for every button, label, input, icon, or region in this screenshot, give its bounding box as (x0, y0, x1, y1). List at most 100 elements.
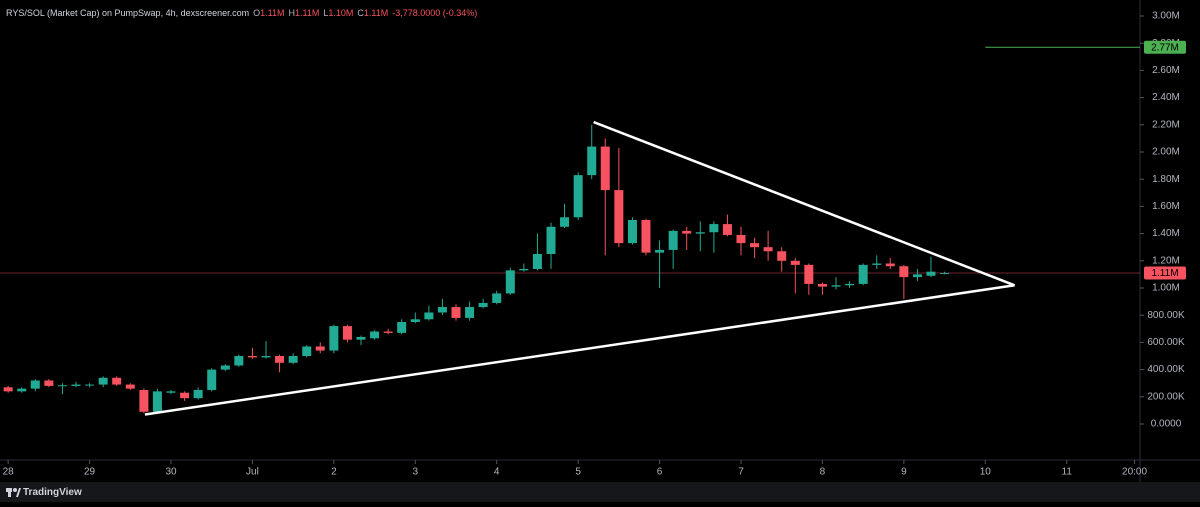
candle-body (641, 219, 651, 253)
candle-body (152, 391, 162, 412)
price-label-box (1144, 266, 1186, 280)
x-tick-label: 8 (820, 467, 826, 478)
candle-body (44, 380, 54, 386)
x-tick-label: 30 (165, 467, 177, 478)
y-tick-label: 3.00M (1152, 11, 1180, 22)
candle-body (3, 387, 13, 392)
candle-body (722, 224, 732, 235)
candle-body (885, 263, 895, 267)
price-label: 1.11M (1151, 268, 1178, 279)
y-tick-label: 0.0000 (1151, 419, 1182, 430)
candle-body (845, 283, 855, 286)
x-tick-label: 10 (980, 467, 992, 478)
candle-body (790, 260, 800, 265)
candle-body (220, 365, 230, 370)
candle-body (736, 234, 746, 244)
candle-body (465, 307, 475, 318)
candle-body (288, 355, 298, 363)
candle-body (125, 384, 135, 389)
candle-body (478, 302, 488, 308)
y-tick-label: 800.00K (1147, 310, 1185, 321)
x-tick-label: 4 (494, 467, 500, 478)
ohlc-label: C (357, 8, 364, 18)
candle-body (57, 385, 67, 387)
candle-body (763, 247, 773, 252)
header: RYS/SOL (Market Cap) on PumpSwap, 4h, de… (6, 8, 477, 18)
ohlc-value: 1.10M (328, 8, 353, 18)
price-label: 2.77M (1151, 42, 1179, 53)
candle-body (926, 271, 936, 276)
y-tick-label: 600.00K (1147, 337, 1185, 348)
candle-body (383, 331, 393, 333)
y-tick-label: 2.20M (1152, 119, 1180, 130)
candle-body (655, 249, 665, 253)
candle-body (695, 232, 705, 234)
candle-body (17, 388, 27, 392)
candle-body (275, 355, 285, 363)
y-tick-label: 1.60M (1152, 201, 1180, 212)
chart-title: RYS/SOL (Market Cap) on PumpSwap, 4h, de… (6, 8, 249, 18)
candle-body (71, 384, 81, 386)
candle-body (560, 217, 570, 227)
candle-body (519, 268, 529, 271)
y-tick-label: 2.00M (1152, 147, 1180, 158)
price-label-box (1144, 40, 1186, 54)
candle-body (207, 369, 217, 390)
y-tick-label: 400.00K (1147, 364, 1185, 375)
candle-body (166, 391, 176, 393)
candle-body (858, 264, 868, 284)
ohlc-label: O (253, 8, 260, 18)
candle-body (302, 346, 312, 356)
candle-body (912, 274, 922, 278)
candle-body (505, 270, 515, 294)
candle-body (261, 355, 271, 358)
candle-body (193, 389, 203, 399)
candle-body (329, 326, 339, 351)
candle-body (532, 253, 542, 269)
candle-body (98, 377, 108, 385)
x-tick-label: 7 (738, 467, 744, 478)
ohlc-value: 1.11M (295, 8, 319, 18)
x-tick-label: 9 (901, 467, 907, 478)
ohlc-label: L (323, 8, 328, 18)
candle-body (247, 355, 257, 358)
candle-body (587, 146, 597, 176)
x-tick-label: 6 (657, 467, 663, 478)
candle-body (85, 384, 95, 386)
x-tick-label: 3 (413, 467, 419, 478)
x-tick-label: 2 (331, 467, 337, 478)
candle-body (139, 389, 149, 412)
y-tick-label: 1.80M (1152, 174, 1180, 185)
y-tick-label: 1.00M (1152, 283, 1180, 294)
candle-body (831, 285, 841, 287)
y-tick-label: 2.40M (1152, 92, 1180, 103)
candle-body (668, 230, 678, 250)
candle-body (777, 251, 787, 261)
candle-body (234, 355, 244, 366)
trendline (593, 120, 1016, 287)
candle-body (492, 293, 502, 303)
change: -3,778.0000 (-0.34%) (392, 8, 477, 18)
footer-bar (0, 482, 1200, 502)
candle-body (940, 273, 950, 275)
ohlc-value: 1.11M (260, 8, 284, 18)
ohlc-label: H (289, 8, 296, 18)
candle-body (614, 190, 624, 244)
candle-body (315, 346, 325, 351)
candle-body (546, 226, 556, 254)
x-tick-label: 11 (1062, 467, 1073, 478)
y-tick-label: 2.60M (1152, 65, 1180, 76)
x-tick-label: 20:00 (1122, 467, 1147, 478)
y-tick-label: 1.20M (1152, 255, 1180, 266)
tradingview-logo (6, 488, 21, 497)
candle-body (30, 380, 40, 389)
candle-body (817, 283, 827, 287)
candle-body (451, 307, 461, 318)
ohlc-value: 1.11M (364, 8, 388, 18)
candle-body (370, 331, 380, 339)
footer-text: TradingView (23, 487, 82, 498)
candle-body (709, 224, 719, 233)
candle-body (804, 264, 814, 284)
x-tick-label: 29 (84, 467, 96, 478)
